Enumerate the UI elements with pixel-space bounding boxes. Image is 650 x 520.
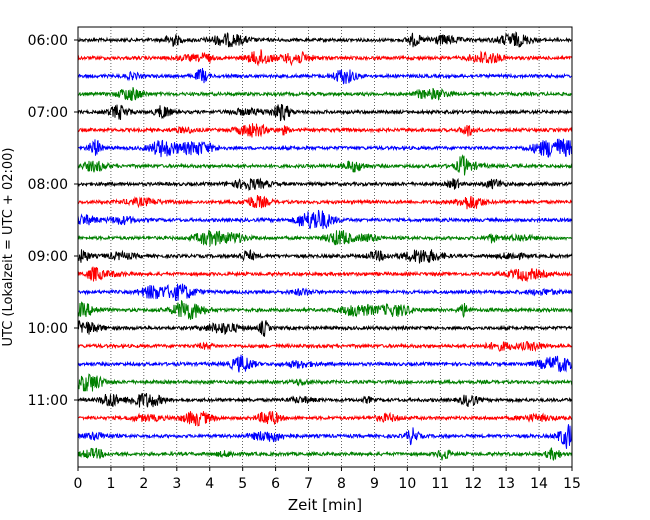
trace-0830 <box>77 209 573 230</box>
trace-1000 <box>77 320 573 337</box>
x-tick-label: 12 <box>464 476 482 492</box>
trace-0645 <box>77 87 573 102</box>
x-tick-label: 11 <box>431 476 449 492</box>
x-tick-label: 9 <box>370 476 379 492</box>
x-tick-label: 4 <box>205 476 214 492</box>
y-tick-label: 07:00 <box>28 105 68 121</box>
trace-0930 <box>77 283 573 301</box>
trace-0800 <box>77 177 573 192</box>
trace-0700 <box>77 104 573 122</box>
y-tick-label: 11:00 <box>28 393 68 409</box>
trace-0630 <box>77 68 573 85</box>
x-tick-label: 10 <box>398 476 416 492</box>
x-tick-label: 7 <box>304 476 313 492</box>
x-tick-label: 14 <box>530 476 548 492</box>
y-axis-label: UTC (Lokalzeit = UTC + 02:00) <box>1 148 16 347</box>
x-tick-label: 8 <box>337 476 346 492</box>
trace-0615 <box>77 49 573 67</box>
y-axis-ticks: 06:00 07:00 08:00 09:00 10:00 11:00 <box>28 33 78 409</box>
x-tick-label: 2 <box>139 476 148 492</box>
x-tick-label: 3 <box>172 476 181 492</box>
grid-lines <box>110 27 540 467</box>
traces-group <box>77 31 573 461</box>
x-tick-label: 5 <box>238 476 247 492</box>
x-tick-label: 0 <box>74 476 83 492</box>
x-tick-label: 13 <box>497 476 515 492</box>
trace-0745 <box>77 154 573 176</box>
x-tick-label: 1 <box>106 476 115 492</box>
x-axis-ticks: 0 1 2 3 4 5 6 7 8 9 10 11 12 13 14 15 <box>74 467 581 492</box>
y-tick-label: 09:00 <box>28 249 68 265</box>
trace-0600 <box>77 31 573 48</box>
trace-1115 <box>77 411 573 427</box>
trace-0815 <box>77 194 573 210</box>
trace-0715 <box>77 123 573 138</box>
trace-1030 <box>77 354 573 373</box>
trace-1015 <box>77 341 573 353</box>
trace-0900 <box>77 248 573 264</box>
trace-0730 <box>77 138 573 158</box>
y-tick-label: 08:00 <box>28 177 68 193</box>
plot-frame <box>77 26 573 468</box>
x-tick-label: 15 <box>563 476 581 492</box>
trace-0915 <box>77 266 573 283</box>
trace-1145 <box>77 447 573 461</box>
trace-1045 <box>77 373 573 392</box>
trace-1130 <box>77 424 573 449</box>
y-tick-label: 10:00 <box>28 321 68 337</box>
y-tick-label: 06:00 <box>28 33 68 49</box>
trace-1100 <box>77 392 573 408</box>
x-tick-label: 6 <box>271 476 280 492</box>
x-axis-label: Zeit [min] <box>288 496 362 514</box>
trace-0945 <box>77 299 573 320</box>
trace-0845 <box>77 229 573 247</box>
